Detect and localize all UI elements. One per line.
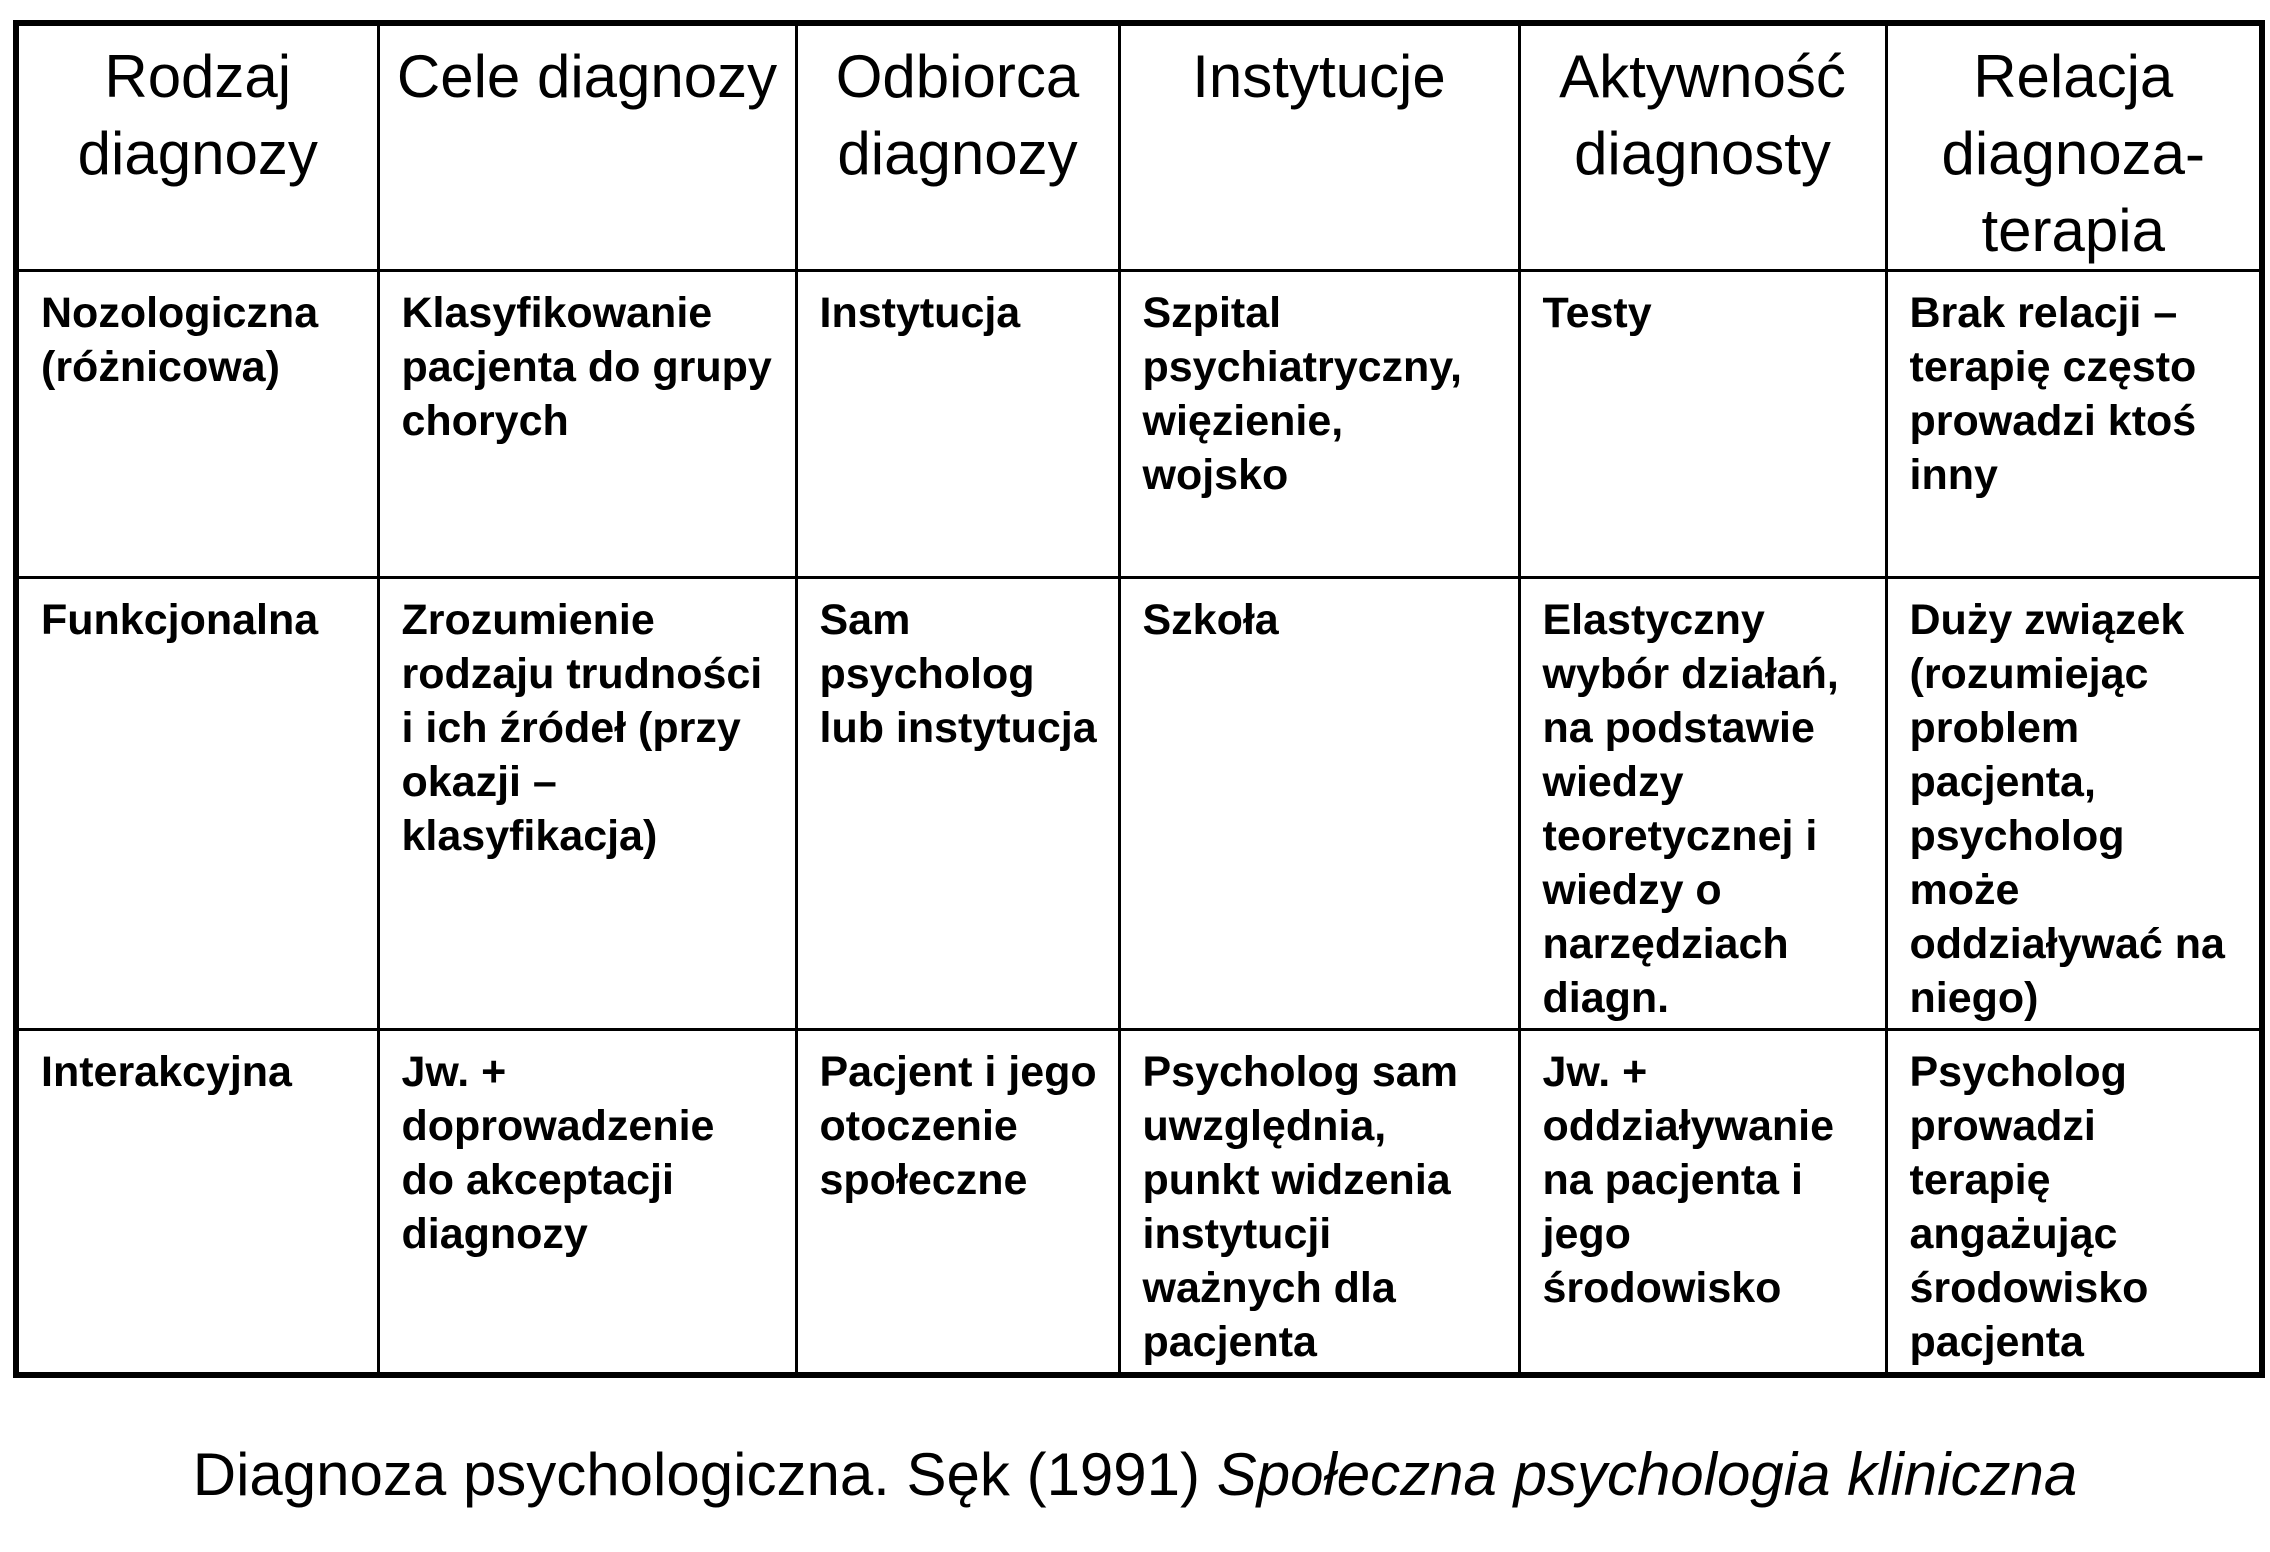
header-cele-diagnozy: Cele diagnozy — [376, 21, 798, 272]
table-cell: Duży związek (rozumiejąc problem pacjent… — [1884, 576, 2264, 1031]
table-cell: Szkoła — [1117, 576, 1521, 1031]
table-cell: Sam psycholog lub instytucja — [794, 576, 1121, 1031]
table-cell: Zrozumienie rodzaju trudności i ich źród… — [376, 576, 798, 1031]
caption-text: Diagnoza psychologiczna. Sęk (1991) — [192, 1441, 1217, 1508]
caption-book-title: Społeczna psychologia kliniczna — [1216, 1441, 2078, 1508]
header-aktywnosc-diagnosty: Aktywność diagnosty — [1517, 21, 1888, 272]
table-cell: Jw. + doprowadzenie do akceptacji diagno… — [376, 1028, 798, 1376]
table-cell: Testy — [1517, 269, 1888, 579]
source-caption: Diagnoza psychologiczna. Sęk (1991) Społ… — [0, 1440, 2270, 1510]
table-header-row: Rodzaj diagnozy Cele diagnozy Odbiorca d… — [14, 21, 2264, 272]
header-rodzaj-diagnozy: Rodzaj diagnozy — [14, 21, 380, 272]
table-cell: Klasyfikowanie pacjenta do grupy chorych — [376, 269, 798, 579]
header-odbiorca-diagnozy: Odbiorca diagnozy — [794, 21, 1121, 272]
table-cell: Instytucja — [794, 269, 1121, 579]
table-cell: Elastyczny wybór działań, na podstawie w… — [1517, 576, 1888, 1031]
table-cell: Brak relacji – terapię często prowadzi k… — [1884, 269, 2264, 579]
table-row-interakcyjna: Interakcyjna Jw. + doprowadzenie do akce… — [14, 1028, 2264, 1376]
table-cell: Szpital psychiatryczny, więzienie, wojsk… — [1117, 269, 1521, 579]
table-cell: Pacjent i jego otoczenie społeczne — [794, 1028, 1121, 1376]
table-row-nozologiczna: Nozologiczna (różnicowa) Klasyfikowanie … — [14, 269, 2264, 579]
table-cell: Interakcyjna — [14, 1028, 380, 1376]
table-cell: Nozologiczna (różnicowa) — [14, 269, 380, 579]
diagnosis-table-container: Rodzaj diagnozy Cele diagnozy Odbiorca d… — [13, 20, 2265, 1378]
table-row-funkcjonalna: Funkcjonalna Zrozumienie rodzaju trudnoś… — [14, 576, 2264, 1031]
header-instytucje: Instytucje — [1117, 21, 1521, 272]
header-relacja-diagnoza-terapia: Relacja diagnoza-terapia — [1884, 21, 2264, 272]
table-cell: Funkcjonalna — [14, 576, 380, 1031]
diagnosis-types-table: Rodzaj diagnozy Cele diagnozy Odbiorca d… — [13, 20, 2265, 1378]
table-cell: Psycholog prowadzi terapię angażując śro… — [1884, 1028, 2264, 1376]
table-cell: Psycholog sam uwzględnia, punkt widzenia… — [1117, 1028, 1521, 1376]
table-cell: Jw. + oddziaływanie na pacjenta i jego ś… — [1517, 1028, 1888, 1376]
